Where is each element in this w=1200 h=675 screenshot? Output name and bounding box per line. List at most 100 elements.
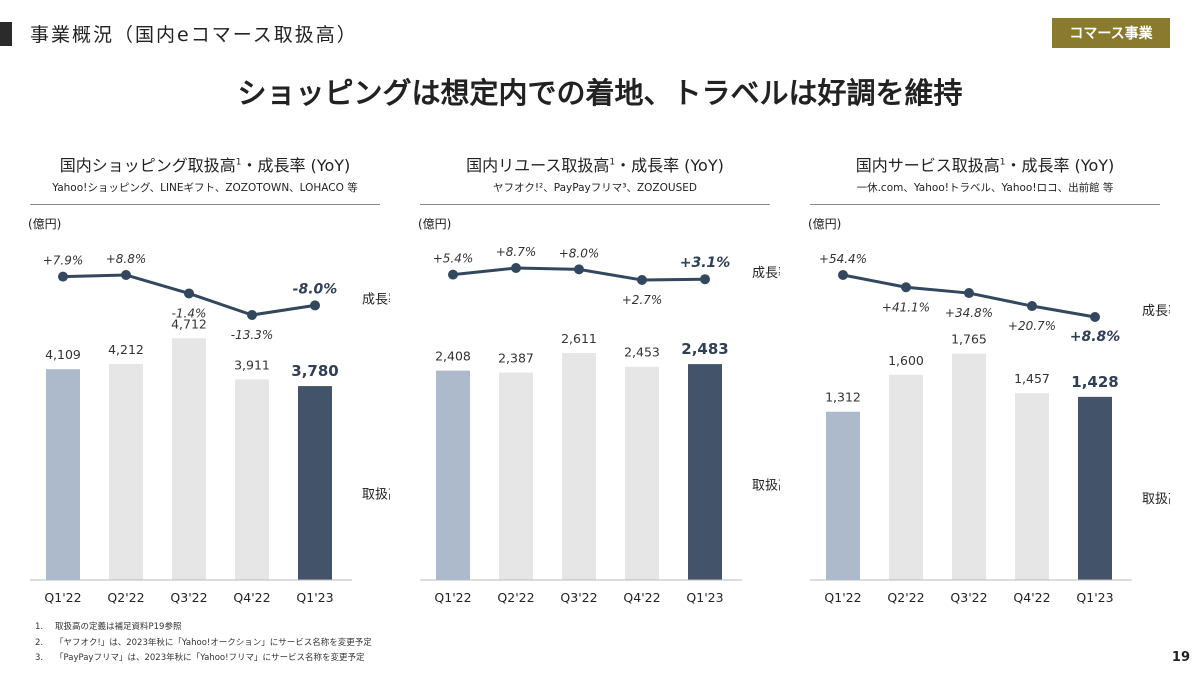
growth-point bbox=[448, 269, 458, 280]
growth-label: +8.8% bbox=[1070, 329, 1121, 345]
x-tick-label: Q1'23 bbox=[1076, 590, 1113, 605]
bar-value-label: 3,911 bbox=[234, 357, 270, 372]
growth-point bbox=[1027, 301, 1037, 312]
x-tick-label: Q1'22 bbox=[824, 590, 861, 605]
growth-label: +8.0% bbox=[559, 246, 600, 260]
chart-title: 国内サービス取扱高1・成長率 (YoY) bbox=[855, 156, 1115, 175]
growth-point bbox=[247, 310, 257, 320]
x-tick-label: Q2'22 bbox=[107, 590, 144, 605]
section-marker bbox=[0, 22, 12, 46]
bar-value-label: 1,428 bbox=[1071, 373, 1118, 391]
chart-title: 国内ショッピング取扱高1・成長率 (YoY) bbox=[59, 156, 351, 175]
segment-badge: コマース事業 bbox=[1052, 18, 1170, 48]
x-tick-label: Q2'22 bbox=[887, 590, 924, 605]
bar-series-label: 取扱高 bbox=[362, 487, 390, 503]
line-series-label: 成長率 bbox=[1142, 303, 1170, 319]
bar-series-label: 取扱高 bbox=[752, 477, 780, 493]
line-series-label: 成長率 bbox=[752, 265, 780, 281]
growth-point bbox=[184, 288, 194, 299]
footnote: 2. 「ヤフオク!」は、2023年秋に「Yahoo!オークション」にサービス名称を… bbox=[35, 637, 372, 648]
chart-subtitle: Yahoo!ショッピング、LINEギフト、ZOZOTOWN、LOHACO 等 bbox=[52, 182, 358, 194]
growth-point bbox=[964, 288, 974, 299]
bar-value-label: 2,387 bbox=[498, 350, 534, 365]
growth-point bbox=[511, 263, 521, 273]
section-title: 事業概況（国内eコマース取扱高） bbox=[30, 24, 358, 46]
growth-label: +41.1% bbox=[882, 300, 930, 314]
bar-value-label: 2,483 bbox=[681, 340, 728, 358]
growth-point bbox=[58, 271, 68, 282]
growth-label: +8.7% bbox=[496, 245, 537, 259]
growth-label: -13.3% bbox=[231, 328, 273, 342]
chart-reuse: (億円) 2,408 Q1'22 2,387 Q2'22 2,611 Q3'22 2,453 Q… bbox=[418, 217, 780, 605]
growth-point bbox=[1090, 312, 1100, 322]
x-tick-label: Q4'22 bbox=[1013, 590, 1050, 605]
x-tick-label: Q3'22 bbox=[170, 590, 207, 605]
growth-label: +7.9% bbox=[43, 254, 84, 268]
bar bbox=[1078, 396, 1112, 580]
x-tick-label: Q1'22 bbox=[44, 590, 81, 605]
bar bbox=[889, 374, 923, 580]
bar-value-label: 1,457 bbox=[1014, 371, 1050, 386]
bar bbox=[235, 379, 269, 580]
bar bbox=[499, 372, 533, 580]
footnote: 3. 「PayPayフリマ」は、2023年秋に「Yahoo!フリマ」にサービス名称… bbox=[35, 653, 365, 663]
chart-shopping: (億円) 4,109 Q1'22 4,212 Q2'22 4,712 Q3'22 3,911 Q… bbox=[28, 217, 390, 605]
bar bbox=[1015, 393, 1049, 580]
x-tick-label: Q1'23 bbox=[686, 590, 723, 605]
x-tick-label: Q3'22 bbox=[560, 590, 597, 605]
unit-label: (億円) bbox=[808, 217, 841, 231]
chart-subtitle: 一休.com、Yahoo!トラベル、Yahoo!ロコ、出前館 等 bbox=[856, 182, 1114, 194]
growth-label: -8.0% bbox=[293, 281, 338, 297]
growth-label: +3.1% bbox=[680, 255, 731, 271]
bar bbox=[172, 338, 206, 580]
bar bbox=[436, 370, 470, 580]
bar-value-label: 2,611 bbox=[561, 331, 597, 346]
bar-value-label: 2,453 bbox=[624, 345, 660, 360]
bar-value-label: 4,109 bbox=[45, 347, 81, 362]
growth-label: +20.7% bbox=[1008, 319, 1056, 333]
line-series-label: 成長率 bbox=[362, 291, 390, 307]
bar-value-label: 2,408 bbox=[435, 349, 471, 364]
bar-value-label: 4,712 bbox=[171, 316, 207, 331]
bar bbox=[952, 353, 986, 580]
title-divider bbox=[810, 204, 1160, 205]
bar-value-label: 1,600 bbox=[888, 353, 924, 368]
growth-label: +34.8% bbox=[945, 306, 993, 320]
x-tick-label: Q2'22 bbox=[497, 590, 534, 605]
bar bbox=[826, 411, 860, 580]
title-divider bbox=[420, 204, 770, 205]
page-number: 19 bbox=[1171, 650, 1190, 665]
growth-point bbox=[700, 274, 710, 285]
bar-value-label: 1,765 bbox=[951, 332, 987, 347]
footnotes: 1. 取扱高の定義は補足資料P19参照 2. 「ヤフオク!」は、2023年秋に「Ya… bbox=[35, 620, 372, 667]
bar bbox=[562, 352, 596, 580]
title-divider bbox=[30, 204, 380, 205]
bar-series-label: 取扱高 bbox=[1142, 491, 1170, 507]
chart-title: 国内リユース取扱高1・成長率 (YoY) bbox=[466, 156, 724, 175]
x-tick-label: Q4'22 bbox=[233, 590, 270, 605]
bar-value-label: 4,212 bbox=[108, 342, 144, 357]
growth-point bbox=[838, 270, 848, 280]
bar-value-label: 3,780 bbox=[291, 362, 338, 380]
bar bbox=[109, 363, 143, 580]
footnote: 1. 取扱高の定義は補足資料P19参照 bbox=[35, 622, 182, 632]
growth-label: +2.7% bbox=[622, 293, 663, 307]
growth-label: -1.4% bbox=[172, 306, 207, 320]
chart-subtitle: ヤフオク!²、PayPayフリマ³、ZOZOUSED bbox=[493, 182, 697, 194]
bar bbox=[688, 364, 722, 580]
growth-point bbox=[121, 270, 131, 280]
x-tick-label: Q3'22 bbox=[950, 590, 987, 605]
chart-service: (億円) 1,312 Q1'22 1,600 Q2'22 1,765 Q3'22 1,457 Q… bbox=[808, 217, 1170, 605]
x-tick-label: Q1'22 bbox=[434, 590, 471, 605]
growth-point bbox=[574, 264, 584, 275]
growth-label: +5.4% bbox=[433, 252, 474, 266]
bar-value-label: 1,312 bbox=[825, 390, 861, 405]
chart-panel-shopping: 国内ショッピング取扱高1・成長率 (YoY) Yahoo!ショッピング、LINE… bbox=[20, 150, 390, 620]
growth-point bbox=[637, 275, 647, 285]
unit-label: (億円) bbox=[418, 217, 451, 231]
growth-label: +54.4% bbox=[819, 252, 867, 266]
growth-label: +8.8% bbox=[106, 252, 147, 266]
bar bbox=[625, 366, 659, 580]
unit-label: (億円) bbox=[28, 217, 61, 231]
slide-headline: ショッピングは想定内での着地、トラベルは好調を維持 bbox=[237, 76, 963, 110]
